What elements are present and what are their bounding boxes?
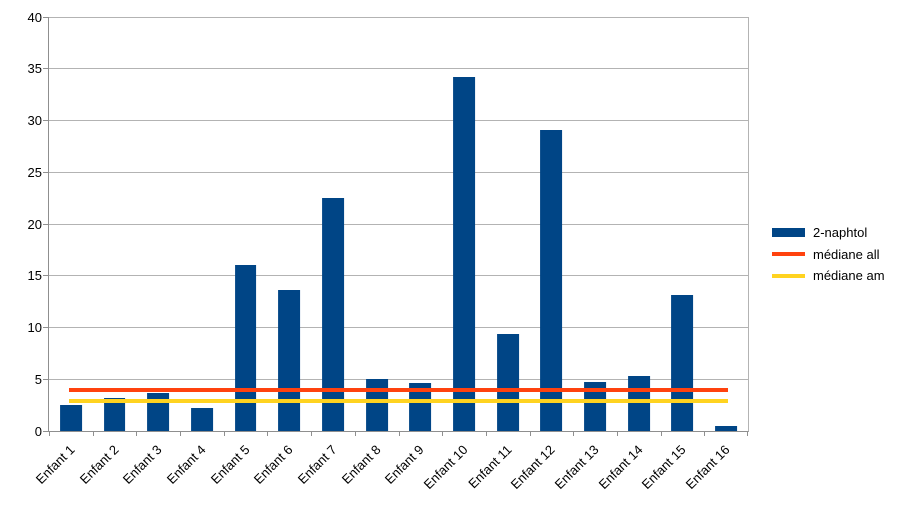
y-tick-label-25: 25: [27, 164, 42, 180]
y-tick-label-20: 20: [27, 216, 42, 232]
bar-enfant-7: [322, 198, 344, 431]
x-tick-label-enfant-2: Enfant 2: [76, 442, 122, 487]
y-axis-tick: [43, 171, 49, 173]
x-axis-tick: [704, 431, 706, 436]
x-tick-label-enfant-10: Enfant 10: [420, 442, 471, 492]
bar-enfant-2: [103, 397, 126, 431]
y-gridline-5: [49, 378, 748, 380]
x-tick-label-enfant-14: Enfant 14: [595, 442, 646, 492]
x-tick-label-enfant-8: Enfant 8: [338, 442, 384, 487]
x-axis-tick: [747, 431, 748, 436]
y-tick-label-30: 30: [27, 113, 42, 128]
x-axis-tick: [529, 431, 531, 436]
y-gridline-20: [49, 223, 748, 225]
y-axis-tick: [43, 275, 49, 277]
bar-enfant-4: [190, 408, 213, 431]
x-axis-tick: [311, 431, 313, 436]
legend-label-mediane-all: médiane all: [813, 246, 880, 262]
x-tick-label-enfant-6: Enfant 6: [251, 442, 296, 487]
x-axis-tick: [92, 431, 94, 436]
y-gridline-10: [49, 327, 748, 328]
legend-line-swatch-mediane-all: [772, 252, 805, 257]
legend-item-mediane-am: médiane am: [772, 265, 885, 287]
x-axis-tick: [267, 431, 269, 436]
bar-enfant-14: [627, 376, 650, 431]
y-axis-tick: [43, 378, 49, 380]
bar-enfant-10: [453, 77, 475, 431]
bar-enfant-11: [496, 333, 519, 431]
y-gridline-25: [49, 171, 748, 173]
y-tick-label-35: 35: [27, 61, 42, 77]
legend-item-2-naphtol: 2-naphtol: [772, 222, 885, 244]
bar-enfant-13: [584, 382, 607, 431]
x-axis-tick: [136, 431, 138, 436]
legend-item-mediane-all: médiane all: [772, 244, 885, 266]
x-tick-label-enfant-5: Enfant 5: [207, 442, 253, 487]
y-axis-tick: [43, 431, 49, 432]
x-axis-tick: [354, 431, 356, 436]
legend-label-mediane-am: médiane am: [813, 268, 885, 284]
median-am-line: [68, 398, 729, 403]
y-axis-tick: [43, 327, 49, 328]
y-axis-tick: [43, 120, 49, 121]
legend-line-swatch-mediane-am: [772, 273, 805, 278]
x-axis-tick: [398, 431, 400, 436]
y-tick-label-5: 5: [34, 371, 42, 387]
x-axis-tick: [616, 431, 618, 436]
y-tick-label-0: 0: [34, 423, 42, 439]
x-axis-tick: [442, 431, 444, 436]
x-axis-tick: [485, 431, 487, 436]
y-gridline-30: [49, 120, 748, 121]
plot-area: [43, 16, 749, 436]
bar-enfant-16: [715, 426, 738, 431]
x-tick-label-enfant-4: Enfant 4: [163, 442, 209, 487]
x-axis-tick: [223, 431, 225, 436]
x-axis-tick: [573, 431, 575, 436]
y-gridline-35: [49, 68, 748, 70]
median-all-line: [68, 387, 729, 392]
y-axis-tick: [43, 223, 49, 225]
y-axis-tick: [43, 68, 49, 70]
y-gridline-15: [49, 275, 748, 277]
x-axis-tick: [180, 431, 182, 436]
x-tick-label-enfant-11: Enfant 11: [465, 442, 515, 492]
bar-enfant-6: [278, 290, 301, 431]
x-tick-label-enfant-13: Enfant 13: [551, 442, 602, 492]
x-tick-label-enfant-7: Enfant 7: [294, 442, 340, 487]
bar-enfant-5: [234, 265, 257, 431]
y-tick-label-15: 15: [27, 268, 42, 284]
legend-label-2-naphtol: 2-naphtol: [813, 225, 868, 241]
x-tick-label-enfant-15: Enfant 15: [639, 442, 690, 492]
bar-enfant-15: [671, 295, 694, 431]
x-tick-label-enfant-1: Enfant 1: [32, 442, 78, 487]
y-gridline-40: [49, 17, 748, 18]
x-tick-label-enfant-12: Enfant 12: [508, 442, 559, 492]
x-axis-tick: [49, 431, 50, 436]
bar-enfant-9: [409, 383, 432, 431]
bar-enfant-1: [59, 405, 82, 431]
y-tick-label-10: 10: [27, 320, 42, 335]
y-tick-label-40: 40: [27, 9, 42, 25]
x-axis-tick: [660, 431, 662, 436]
y-axis-tick: [43, 16, 49, 18]
bar-enfant-12: [540, 129, 563, 431]
x-tick-label-enfant-3: Enfant 3: [119, 442, 165, 487]
legend: 2-naphtol médiane all médiane am: [772, 222, 885, 287]
legend-swatch-2-naphtol: [772, 228, 805, 238]
bar-enfant-8: [365, 379, 388, 431]
x-tick-label-enfant-16: Enfant 16: [682, 442, 733, 492]
